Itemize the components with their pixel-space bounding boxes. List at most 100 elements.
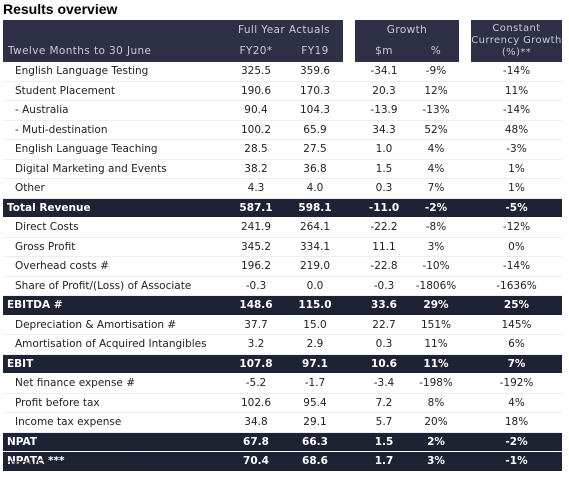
cell: 37.7 [225, 315, 287, 335]
cell: 29.1 [287, 412, 343, 433]
cell: -10% [413, 256, 459, 277]
cell: -22.8 [355, 256, 413, 277]
cell: 66.3 [287, 432, 343, 452]
gap [459, 315, 471, 335]
title: Results overview [3, 1, 118, 17]
cell: 34.3 [355, 120, 413, 140]
cell: 145% [471, 315, 562, 335]
cell: 11% [471, 81, 562, 101]
gap [459, 62, 471, 82]
table-row: Amortisation of Acquired Intangibles 3.2 2… [3, 334, 562, 355]
cell: -13% [413, 100, 459, 121]
cell: -1806% [413, 276, 459, 296]
cell: 34.8 [225, 412, 287, 433]
cell: 52% [413, 120, 459, 140]
gap [343, 315, 355, 335]
cell: -1% [471, 451, 562, 472]
table-row: English Language Testing 325.5 359.6 -34.1-… [3, 62, 562, 82]
cell: 5.7 [355, 412, 413, 433]
row-label: EBIT [3, 354, 225, 374]
column-header: Twelve Months to 30 June [3, 40, 225, 62]
table-body: English Language Testing 325.5 359.6 -34.1-… [3, 62, 562, 472]
table-row: Direct Costs 241.9 264.1 -22.2 -8% -12% [3, 217, 562, 238]
gap [459, 217, 471, 238]
cell: 70.4 [225, 451, 287, 472]
cell: 334.1 [287, 237, 343, 257]
gap [459, 432, 471, 452]
cell: 1% [471, 178, 562, 199]
cell: 107.8 [225, 354, 287, 374]
gap [459, 373, 471, 394]
table-row: - Australia 90.4 104.3 -13.9 -13% -14% [3, 100, 562, 121]
row-label: English Language Testing [3, 62, 225, 82]
cell: 95.4 [287, 393, 343, 413]
cell: 11% [413, 334, 459, 355]
table-row: - Muti-destination 100.2 65.9 34.3 52% 48% [3, 120, 562, 140]
cell: -14% [471, 100, 562, 121]
table-row: Overhead costs #196.2 219.0 -22.8 -10% -14% [3, 256, 562, 277]
table-row: Income tax expense 34.8 29.1 5.7 20% 18% [3, 412, 562, 433]
gap [459, 237, 471, 257]
row-label: EBITDA # [3, 295, 225, 316]
gap [343, 393, 355, 413]
cell: -198% [413, 373, 459, 394]
row-label: NPAT [3, 432, 225, 452]
cell: 97.1 [287, 354, 343, 374]
cell: 7.2 [355, 393, 413, 413]
gap [459, 276, 471, 296]
gap [343, 159, 355, 179]
cell: 15.0 [287, 315, 343, 335]
gap [459, 256, 471, 277]
cell: 28.5 [225, 139, 287, 160]
cell: 196.2 [225, 256, 287, 277]
cell: 1.7 [355, 451, 413, 472]
cell: -0.3 [355, 276, 413, 296]
gap [459, 20, 471, 40]
cell: -3.4 [355, 373, 413, 394]
cell: 67.8 [225, 432, 287, 452]
cell: 20.3 [355, 81, 413, 101]
gap [343, 139, 355, 160]
row-label: - Australia [3, 100, 225, 121]
cell: 151% [413, 315, 459, 335]
total-row: NPATA *** 70.4 68.6 1.7 3% -1% [3, 451, 562, 472]
cell: -5.2 [225, 373, 287, 394]
cell: -1636% [471, 276, 562, 296]
cell: -0.3 [225, 276, 287, 296]
row-label: Amortisation of Acquired Intangibles [3, 334, 225, 355]
cell: 90.4 [225, 100, 287, 121]
group-header: Growth [355, 20, 459, 40]
cell: 29% [413, 295, 459, 316]
group-header: Constant Currency Growth (%)** [471, 20, 562, 62]
cell: 18% [471, 412, 562, 433]
table-row: Digital Marketing and Events 38.2 36.8 1.5 4… [3, 159, 562, 179]
cell: 0% [471, 237, 562, 257]
cell: 587.1 [225, 198, 287, 218]
cell: 3.2 [225, 334, 287, 355]
cell: -1.7 [287, 373, 343, 394]
cell: 104.3 [287, 100, 343, 121]
cell: 20% [413, 412, 459, 433]
row-label: Direct Costs [3, 217, 225, 238]
row-label: Net finance expense # [3, 373, 225, 394]
row-label: Overhead costs # [3, 256, 225, 277]
cell: 4.0 [287, 178, 343, 199]
cell: -13.9 [355, 100, 413, 121]
column-header: % [413, 40, 459, 62]
cell: 359.6 [287, 62, 343, 82]
gap [343, 100, 355, 121]
cell: -3% [471, 139, 562, 160]
cell: 115.0 [287, 295, 343, 316]
cell: 3% [413, 237, 459, 257]
cell: 11.1 [355, 237, 413, 257]
cell: 4% [413, 159, 459, 179]
cell: 345.2 [225, 237, 287, 257]
table-row: Gross Profit 345.2 334.1 11.1 3% 0% [3, 237, 562, 257]
gap [343, 198, 355, 218]
cell: 12% [413, 81, 459, 101]
gap [343, 451, 355, 472]
table-row: Net finance expense # -5.2 -1.7 -3.4 -198% -1… [3, 373, 562, 394]
table-row: English Language Teaching 28.5 27.5 1.0 4% -3… [3, 139, 562, 160]
cell: 2% [413, 432, 459, 452]
